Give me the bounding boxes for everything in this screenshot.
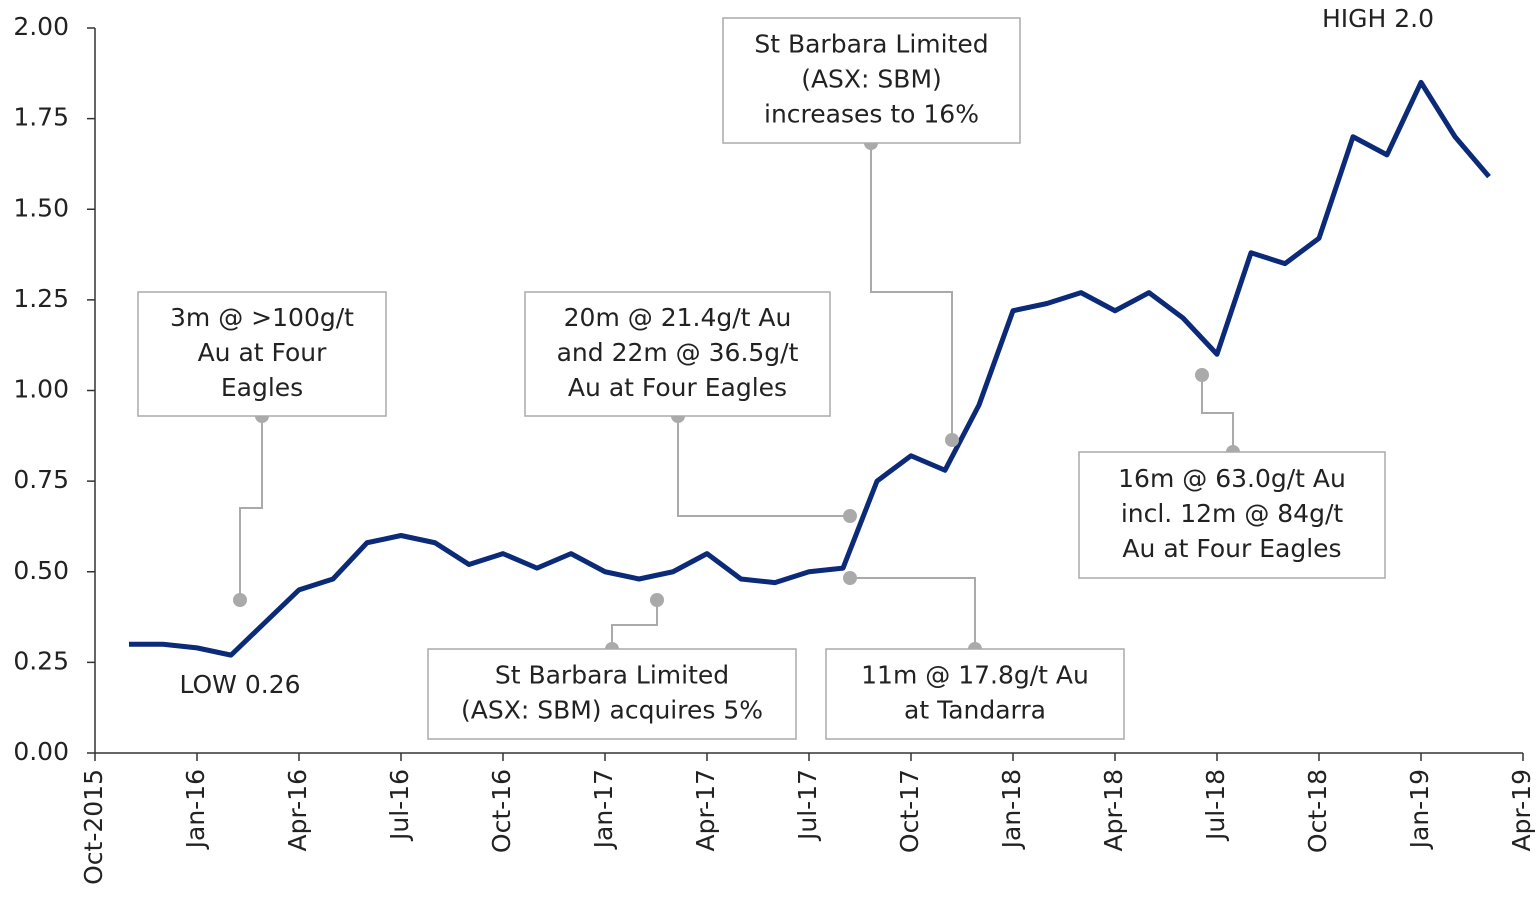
x-tick-label: Oct-18 — [1303, 769, 1332, 853]
annotation-text: increases to 16% — [764, 100, 979, 129]
y-tick-label: 0.25 — [13, 646, 69, 675]
annotation-box — [137, 291, 387, 417]
y-tick-label: 2.00 — [13, 12, 69, 41]
annotation-text: at Tandarra — [904, 696, 1046, 725]
annotation-text: Au at Four Eagles — [568, 373, 787, 402]
low-label: LOW 0.26 — [179, 670, 300, 699]
annotation-text: St Barbara Limited — [495, 661, 729, 690]
y-tick-label: 0.50 — [13, 556, 69, 585]
x-tick-label: Jul-17 — [793, 769, 822, 842]
x-tick-label: Jul-18 — [1201, 769, 1230, 842]
x-tick-label: Jul-16 — [385, 769, 414, 842]
annotation-box — [524, 291, 831, 417]
x-tick-label: Jan-19 — [1405, 769, 1434, 850]
high-label: HIGH 2.0 — [1322, 4, 1434, 33]
annotation-text: St Barbara Limited — [754, 30, 988, 59]
annotation-text: Au at Four — [198, 338, 328, 367]
x-tick-label: Apr-17 — [691, 769, 720, 851]
annotation-text: 16m @ 63.0g/t Au — [1118, 464, 1346, 493]
connector-dot — [843, 571, 857, 585]
x-tick-label: Oct-17 — [895, 769, 924, 853]
x-tick-label: Jan-16 — [181, 769, 210, 850]
x-tick-label: Apr-16 — [283, 769, 312, 851]
connector — [239, 416, 263, 600]
connector — [850, 577, 976, 649]
x-tick-label: Jan-17 — [589, 769, 618, 850]
annotation-text: and 22m @ 36.5g/t — [557, 338, 799, 367]
connector — [677, 416, 850, 517]
annotation-box — [1078, 451, 1386, 579]
price-line — [129, 79, 1491, 658]
y-tick-label: 0.75 — [13, 465, 69, 494]
annotation-box — [722, 17, 1021, 144]
x-tick-label: Apr-18 — [1099, 769, 1128, 851]
connector-dot — [1195, 368, 1209, 382]
annotation-text: (ASX: SBM) — [801, 65, 942, 94]
y-tick-label: 1.75 — [13, 103, 69, 132]
connector — [611, 600, 658, 649]
annotation-box — [825, 648, 1125, 740]
x-tick-label: Jan-18 — [997, 769, 1026, 850]
annotation-text: (ASX: SBM) acquires 5% — [461, 696, 763, 725]
y-tick-label: 0.00 — [13, 737, 69, 766]
y-tick-label: 1.00 — [13, 375, 69, 404]
connector-dot — [945, 433, 959, 447]
y-tick-label: 1.50 — [13, 193, 69, 222]
connector-dot — [650, 593, 664, 607]
annotation-text: 3m @ >100g/t — [170, 303, 354, 332]
y-tick-label: 1.25 — [13, 284, 69, 313]
x-tick-label: Oct-2015 — [79, 769, 108, 885]
connector — [1201, 375, 1234, 452]
annotation-text: Au at Four Eagles — [1122, 534, 1341, 563]
annotation-text: 20m @ 21.4g/t Au — [564, 303, 792, 332]
connector-dot — [233, 593, 247, 607]
annotation-box — [427, 648, 797, 740]
annotation-text: 11m @ 17.8g/t Au — [861, 661, 1089, 690]
connector — [870, 143, 953, 440]
x-tick-label: Oct-16 — [487, 769, 516, 853]
connector-dot — [843, 509, 857, 523]
x-tick-label: Apr-19 — [1507, 769, 1536, 851]
annotation-text: incl. 12m @ 84g/t — [1121, 499, 1344, 528]
annotation-text: Eagles — [221, 373, 303, 402]
